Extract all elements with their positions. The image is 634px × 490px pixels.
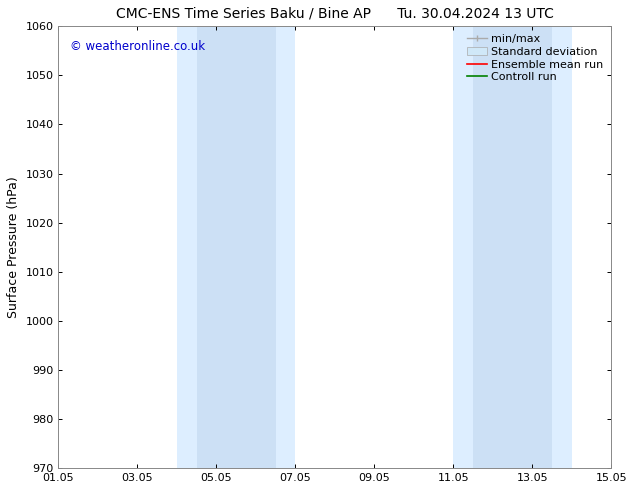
Title: CMC-ENS Time Series Baku / Bine AP      Tu. 30.04.2024 13 UTC: CMC-ENS Time Series Baku / Bine AP Tu. 3… [116,7,554,21]
Y-axis label: Surface Pressure (hPa): Surface Pressure (hPa) [7,176,20,318]
Bar [473,26,552,468]
Bar [453,26,473,468]
Text: © weatheronline.co.uk: © weatheronline.co.uk [70,40,205,52]
Bar [276,26,295,468]
Legend: min/max, Standard deviation, Ensemble mean run, Controll run: min/max, Standard deviation, Ensemble me… [465,32,605,85]
Bar [197,26,276,468]
Bar [552,26,572,468]
Bar [177,26,197,468]
